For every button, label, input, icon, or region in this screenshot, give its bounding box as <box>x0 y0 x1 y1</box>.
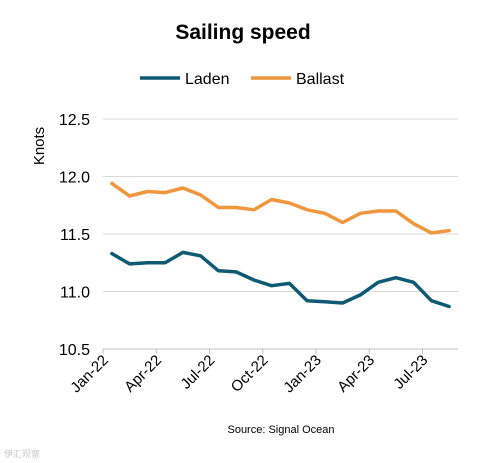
gridlines <box>103 118 458 292</box>
y-axis-ticks: 12.5 12.0 11.5 11.0 10.5 <box>59 112 90 359</box>
data-point-ballast <box>252 208 256 212</box>
chart-title: Sailing speed <box>175 21 310 44</box>
data-point-laden <box>217 269 220 272</box>
data-point-laden <box>163 261 167 264</box>
x-axis-ticks: Jan-22 Apr-22 Jul-22 Oct-22 Jan-23 Apr-23 Jul-… <box>67 349 431 396</box>
data-point-ballast <box>412 222 415 225</box>
data-point-laden <box>394 276 398 279</box>
data-point-laden <box>270 284 273 287</box>
legend-label-laden: Laden <box>185 71 230 88</box>
data-point-laden <box>376 281 380 284</box>
series-line-laden <box>110 250 451 309</box>
data-point-laden <box>199 254 202 258</box>
data-point-ballast <box>341 221 344 224</box>
data-point-ballast <box>430 231 433 235</box>
source-note: Source: Signal Ocean <box>227 424 334 436</box>
data-point-laden <box>359 293 362 297</box>
watermark: 伊汇观察 <box>4 448 40 459</box>
x-tick-label: Jul-22 <box>177 352 218 393</box>
data-point-ballast <box>305 208 309 212</box>
data-point-ballast <box>323 212 327 215</box>
series-lines <box>110 181 451 309</box>
data-point-ballast <box>146 190 149 193</box>
data-point-laden <box>288 282 291 285</box>
y-axis-label: Knots <box>31 127 48 165</box>
data-point-ballast <box>288 201 291 205</box>
data-point-laden <box>128 262 131 266</box>
data-point-ballast <box>270 198 273 201</box>
x-tick-label: Jan-23 <box>280 352 324 396</box>
data-point-laden <box>323 300 327 304</box>
data-point-laden <box>110 252 114 255</box>
data-point-ballast <box>181 186 185 190</box>
data-point-ballast <box>199 193 202 197</box>
data-point-laden <box>430 299 433 302</box>
data-point-ballast <box>110 182 114 185</box>
data-point-laden <box>447 305 451 308</box>
data-point-ballast <box>394 209 398 213</box>
data-point-ballast <box>163 191 167 194</box>
data-point-ballast <box>447 229 451 232</box>
data-point-ballast <box>217 206 220 209</box>
data-point-laden <box>341 301 344 305</box>
data-point-laden <box>181 251 185 254</box>
data-point-ballast <box>128 194 131 198</box>
data-point-laden <box>146 261 149 264</box>
y-tick-label: 12.5 <box>59 112 90 129</box>
data-point-laden <box>234 270 238 274</box>
x-tick-label: Apr-23 <box>334 352 378 396</box>
data-point-laden <box>305 299 309 302</box>
y-tick-label: 10.5 <box>59 342 90 359</box>
y-tick-label: 11.5 <box>60 227 90 244</box>
data-point-laden <box>412 281 415 284</box>
series-line-ballast <box>110 181 451 235</box>
y-tick-label: 12.0 <box>59 170 90 187</box>
x-tick-label: Oct-22 <box>228 352 272 396</box>
data-point-ballast <box>234 206 238 209</box>
data-point-laden <box>252 278 256 282</box>
legend-label-ballast: Ballast <box>296 71 345 88</box>
y-tick-label: 11.0 <box>60 285 90 302</box>
data-point-ballast <box>376 209 380 213</box>
legend: Laden Ballast <box>140 71 345 88</box>
x-tick-label: Jul-23 <box>390 352 431 393</box>
x-tick-label: Apr-22 <box>121 352 165 396</box>
data-point-ballast <box>359 212 362 215</box>
